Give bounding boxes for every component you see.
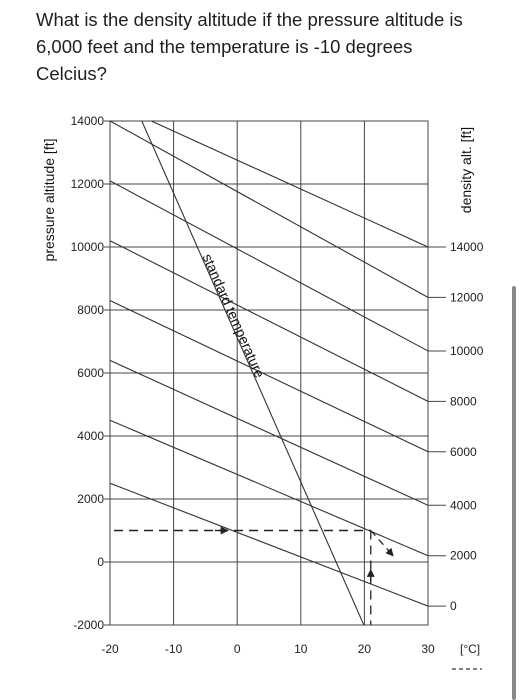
y-axis-title: pressure altitude [ft] <box>41 139 57 262</box>
y-tick-label: 8000 <box>77 303 104 317</box>
density-line <box>110 359 428 506</box>
density-line <box>110 240 428 402</box>
density-line <box>110 482 428 607</box>
density-line-group <box>110 180 428 352</box>
density-line-group <box>110 419 428 557</box>
density-tick-label: 6000 <box>450 445 477 459</box>
x-tick-label: 20 <box>358 642 372 656</box>
y-tick-label: 10000 <box>71 240 105 254</box>
question-line-1: What is the density altitude if the pres… <box>36 9 463 30</box>
x-tick-label: 0 <box>234 642 241 656</box>
example-diagonal-arrow <box>370 530 394 557</box>
question-line-2: 6,000 feet and the temperature is -10 de… <box>36 36 413 57</box>
density-tick-label: 8000 <box>450 394 477 408</box>
standard-temperature-line <box>141 121 365 625</box>
question-line-3: Celcius? <box>36 63 107 84</box>
density-tick-label: 14000 <box>450 240 484 254</box>
density-line-group <box>110 359 428 506</box>
standard-temperature-line-group: standard temperature <box>141 121 365 625</box>
x-tick-label: -20 <box>101 642 119 656</box>
density-line <box>110 121 428 298</box>
y-tick-label: 0 <box>97 555 104 569</box>
y-tick-label: 14000 <box>71 114 105 128</box>
density-altitude-lines <box>110 121 446 607</box>
density-line-group <box>110 121 428 298</box>
density-line <box>110 180 428 352</box>
density-line-group <box>151 121 428 248</box>
x-tick-label: 30 <box>421 642 435 656</box>
density-line-group <box>110 240 428 402</box>
x-axis-unit: [°C] <box>460 642 480 656</box>
y-tick-label: 12000 <box>71 177 105 191</box>
x-tick-label: 10 <box>294 642 308 656</box>
y2-axis-title: density alt. [ft] <box>458 127 474 213</box>
density-tick-label: 10000 <box>450 344 484 358</box>
standard-temperature-clip <box>141 121 365 625</box>
grid <box>104 120 429 626</box>
density-line-group <box>110 300 428 453</box>
scrollbar[interactable] <box>512 286 516 700</box>
y-tick-label: 6000 <box>77 366 104 380</box>
density-line-group <box>110 482 428 607</box>
x-tick-label: -10 <box>165 642 183 656</box>
density-tick-label: 2000 <box>450 549 477 563</box>
question-text: What is the density altitude if the pres… <box>36 6 516 87</box>
density-tick-label: 4000 <box>450 498 477 512</box>
y-tick-label: -2000 <box>73 618 104 632</box>
density-line <box>151 121 428 248</box>
y-tick-label: 4000 <box>77 429 104 443</box>
density-tick-label: 12000 <box>450 290 484 304</box>
y-tick-label: 2000 <box>77 492 104 506</box>
density-tick-label: 0 <box>450 599 457 613</box>
tick-labels: -200002000400060008000100001200014000-20… <box>71 114 484 656</box>
example-path <box>114 526 394 625</box>
density-line <box>110 419 428 557</box>
density-line <box>110 300 428 453</box>
